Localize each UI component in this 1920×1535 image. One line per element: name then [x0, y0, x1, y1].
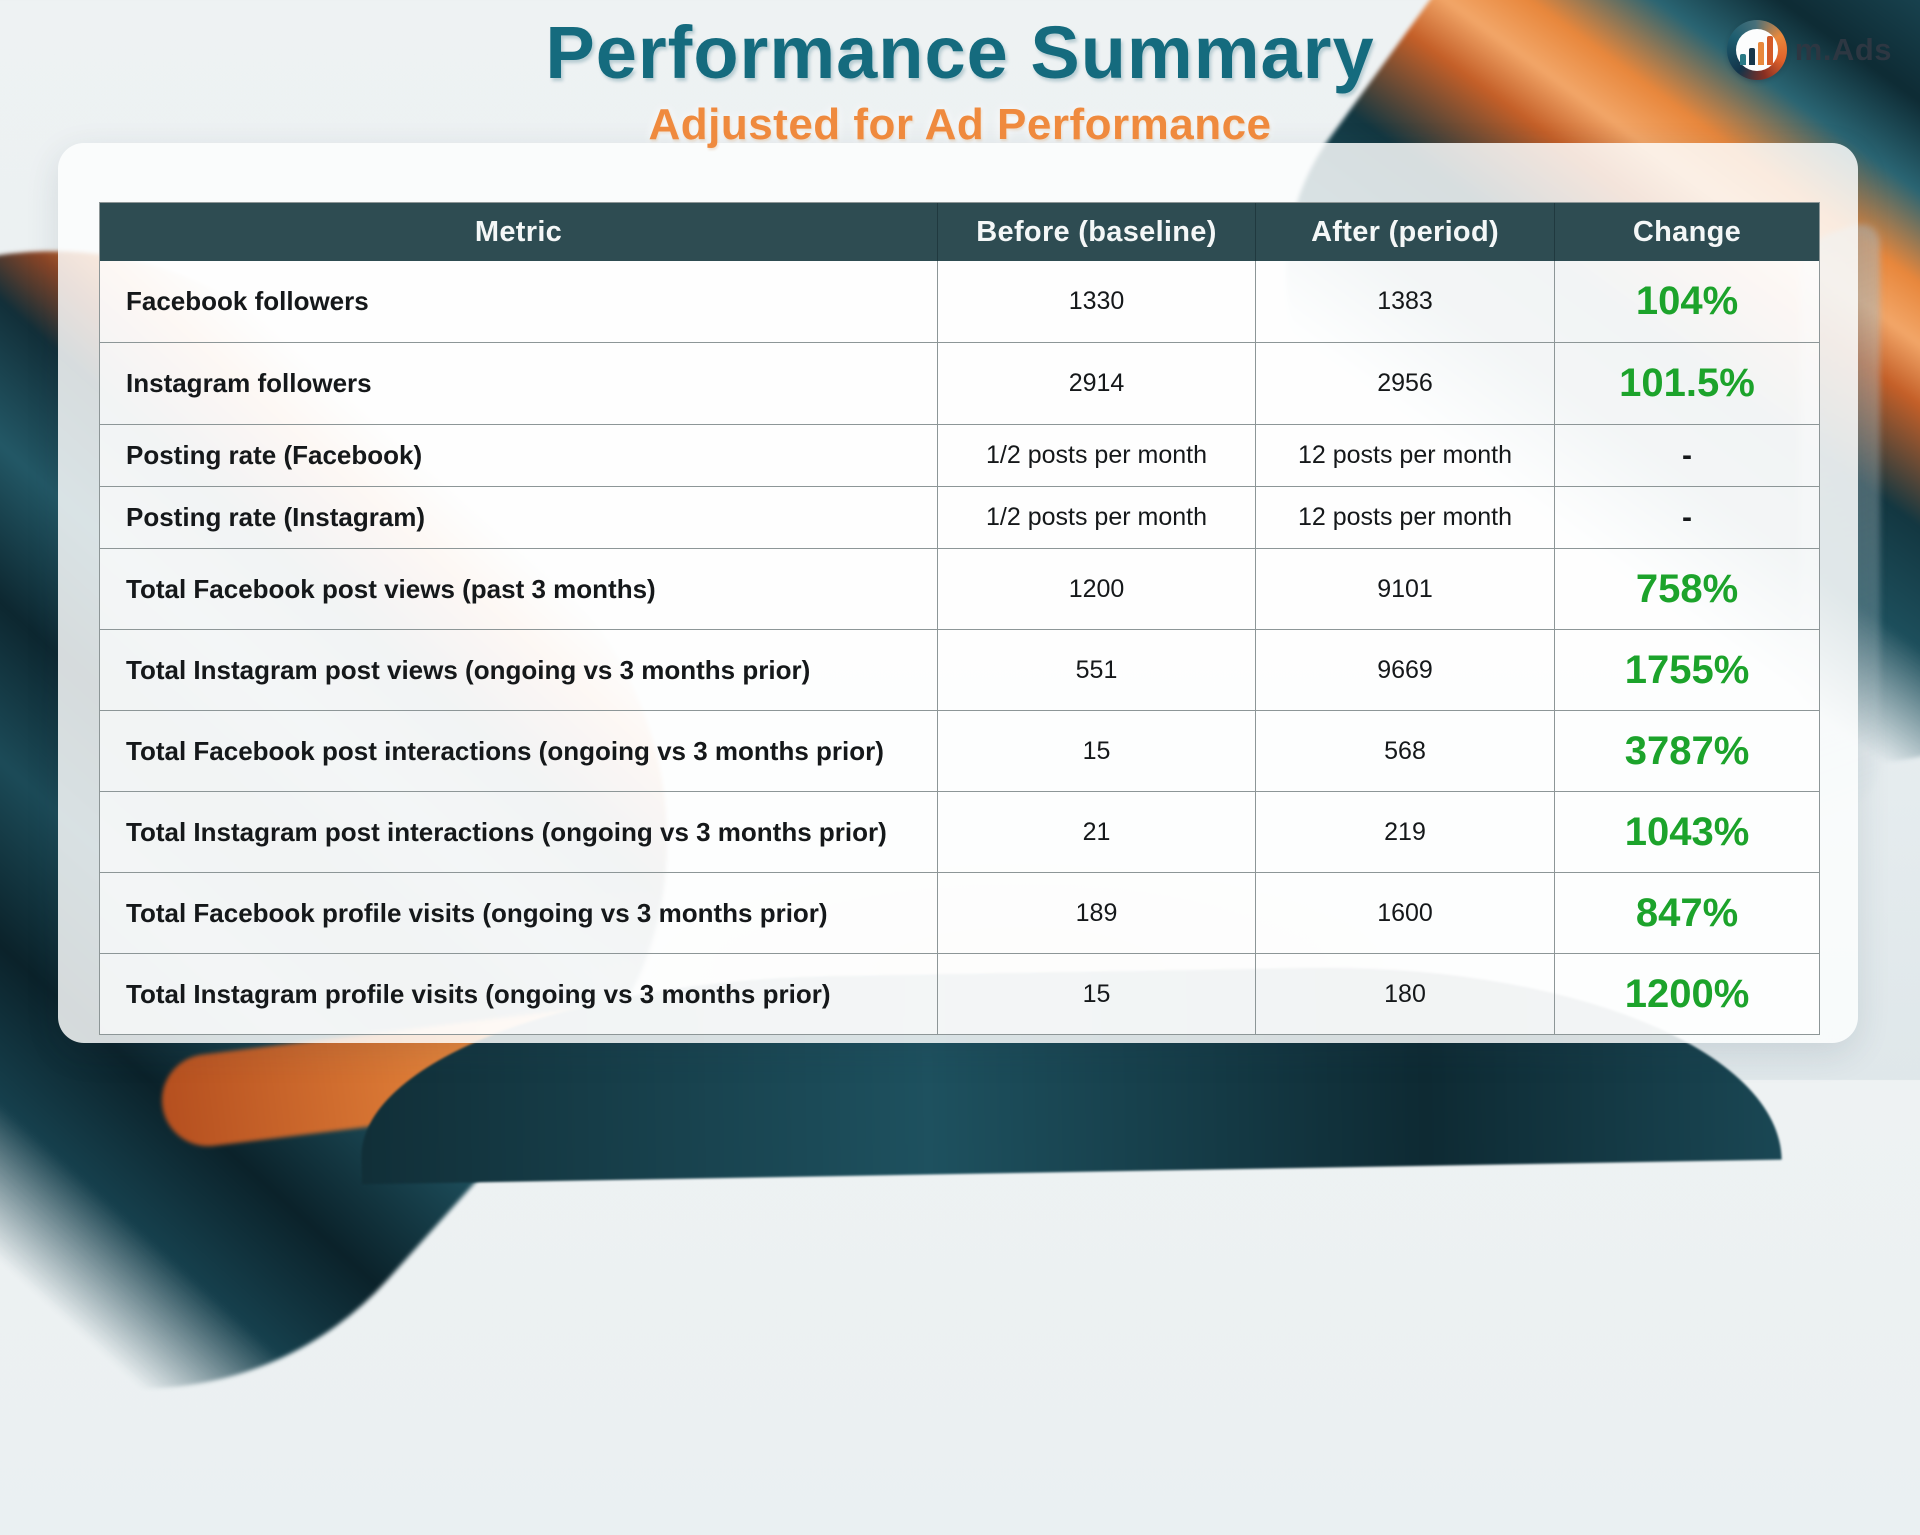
table-row: Total Facebook profile visits (ongoing v… — [100, 873, 1819, 954]
before-cell: 1330 — [938, 261, 1256, 342]
change-cell: 104% — [1635, 279, 1739, 323]
before-cell: 15 — [938, 711, 1256, 791]
metric-cell: Posting rate (Facebook) — [100, 425, 938, 486]
metric-cell: Facebook followers — [100, 261, 938, 342]
after-cell: 2956 — [1256, 343, 1555, 424]
change-cell: - — [1682, 500, 1692, 534]
metric-cell: Total Facebook post views (past 3 months… — [100, 549, 938, 629]
table-row: Instagram followers 2914 2956 101.5% — [100, 343, 1819, 425]
change-cell: 3787% — [1624, 728, 1750, 773]
table-body: Facebook followers 1330 1383 104% Instag… — [100, 261, 1819, 1034]
metric-cell: Instagram followers — [100, 343, 938, 424]
before-cell: 15 — [938, 954, 1256, 1034]
metric-cell: Posting rate (Instagram) — [100, 487, 938, 548]
after-cell: 568 — [1256, 711, 1555, 791]
bar-chart-swirl-icon — [1726, 20, 1787, 80]
change-cell: 101.5% — [1619, 361, 1755, 405]
before-cell: 1200 — [938, 549, 1256, 629]
table-row: Total Instagram post interactions (ongoi… — [100, 792, 1819, 873]
before-cell: 551 — [938, 630, 1256, 710]
page-subtitle: Adjusted for Ad Performance — [648, 100, 1272, 149]
table-header-row: Metric Before (baseline) After (period) … — [100, 203, 1819, 261]
change-cell: 1043% — [1624, 809, 1750, 854]
table-row: Total Instagram post views (ongoing vs 3… — [100, 630, 1819, 711]
table-row: Total Instagram profile visits (ongoing … — [100, 954, 1819, 1034]
logo-bars — [1727, 20, 1787, 80]
after-cell: 12 posts per month — [1256, 487, 1555, 548]
after-cell: 1600 — [1256, 873, 1555, 953]
metric-cell: Total Facebook post interactions (ongoin… — [100, 711, 938, 791]
logo-text: m.Ads — [1794, 32, 1892, 67]
before-cell: 189 — [938, 873, 1256, 953]
performance-table: Metric Before (baseline) After (period) … — [99, 202, 1820, 1035]
metric-cell: Total Instagram post views (ongoing vs 3… — [100, 630, 938, 710]
after-cell: 9669 — [1256, 630, 1555, 710]
change-cell: 847% — [1635, 890, 1739, 935]
column-header-change: Change — [1632, 215, 1742, 248]
brand-logo: m.Ads — [1726, 20, 1892, 80]
table-row: Posting rate (Instagram) 1/2 posts per m… — [100, 487, 1819, 549]
metric-cell: Total Instagram post interactions (ongoi… — [100, 792, 938, 872]
column-header-before: Before (baseline) — [938, 203, 1256, 261]
after-cell: 1383 — [1256, 261, 1555, 342]
after-cell: 180 — [1256, 954, 1555, 1034]
before-cell: 2914 — [938, 343, 1256, 424]
change-cell: 1200% — [1624, 971, 1750, 1016]
table-row: Facebook followers 1330 1383 104% — [100, 261, 1819, 343]
before-cell: 21 — [938, 792, 1256, 872]
change-cell: - — [1682, 438, 1692, 472]
table-row: Posting rate (Facebook) 1/2 posts per mo… — [100, 425, 1819, 487]
before-cell: 1/2 posts per month — [938, 487, 1256, 548]
column-header-after: After (period) — [1256, 203, 1555, 261]
after-cell: 12 posts per month — [1256, 425, 1555, 486]
after-cell: 9101 — [1256, 549, 1555, 629]
column-header-metric: Metric — [100, 203, 938, 261]
metric-cell: Total Instagram profile visits (ongoing … — [100, 954, 938, 1034]
change-cell: 758% — [1635, 566, 1739, 611]
change-cell: 1755% — [1624, 647, 1750, 692]
table-row: Total Facebook post views (past 3 months… — [100, 549, 1819, 630]
before-cell: 1/2 posts per month — [938, 425, 1256, 486]
page-title: Performance Summary — [545, 11, 1375, 94]
table-row: Total Facebook post interactions (ongoin… — [100, 711, 1819, 792]
metric-cell: Total Facebook profile visits (ongoing v… — [100, 873, 938, 953]
after-cell: 219 — [1256, 792, 1555, 872]
